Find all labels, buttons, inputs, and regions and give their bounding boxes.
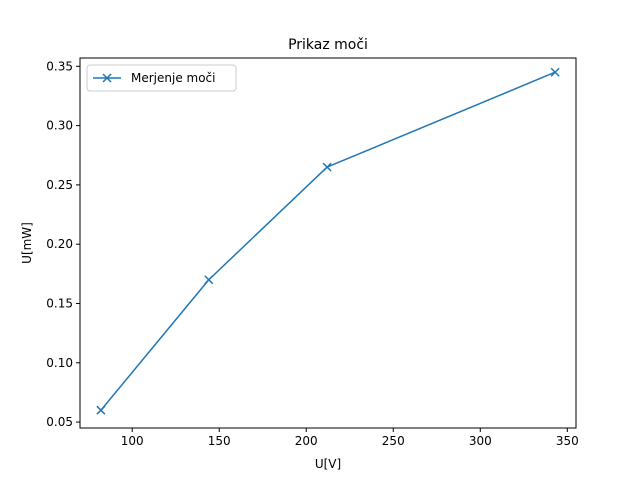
chart-title: Prikaz moči [288, 37, 368, 53]
y-tick-label: 0.20 [46, 237, 73, 251]
legend-box [86, 64, 237, 92]
legend-label: Merjenje moči [131, 71, 216, 85]
x-tick-label: 300 [469, 434, 492, 448]
y-axis-label: U[mW] [20, 222, 34, 264]
data-point-marker [96, 405, 106, 415]
x-axis-label: U[V] [315, 457, 341, 471]
series-layer [96, 67, 560, 415]
legend: Merjenje moči [86, 64, 237, 92]
x-tick-label: 100 [121, 434, 144, 448]
x-tick-label: 250 [382, 434, 405, 448]
data-point-marker [550, 67, 560, 77]
series-line [100, 71, 556, 411]
plot-area-frame [79, 57, 577, 429]
data-point-marker [322, 162, 332, 172]
x-tick-label: 150 [208, 434, 231, 448]
y-tick-label: 0.10 [46, 356, 73, 370]
legend-marker-x-icon [102, 73, 112, 83]
y-tick-label: 0.35 [46, 59, 73, 73]
y-tick-label: 0.25 [46, 178, 73, 192]
data-point-marker [204, 275, 214, 285]
ticks-layer: 100 150 200 250 300 350 0.05 0.10 0.15 0.20 0.25 0.… [46, 59, 578, 448]
y-tick-label: 0.15 [46, 296, 73, 310]
x-tick-label: 200 [295, 434, 318, 448]
y-tick-label: 0.30 [46, 119, 73, 133]
y-tick-label: 0.05 [46, 415, 73, 429]
x-tick-label: 350 [556, 434, 579, 448]
